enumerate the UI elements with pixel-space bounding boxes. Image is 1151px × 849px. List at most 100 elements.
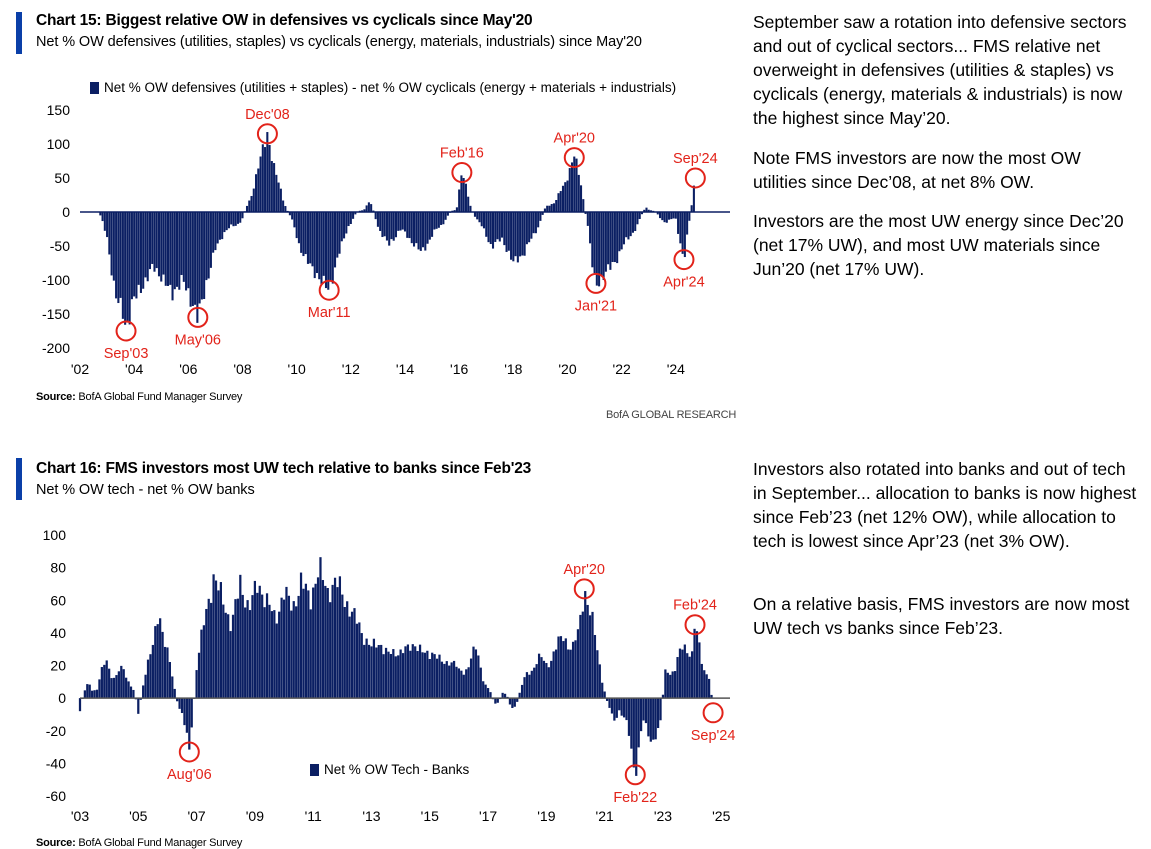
data-bar xyxy=(703,670,705,698)
data-bar xyxy=(431,653,433,698)
data-bar xyxy=(300,573,302,699)
data-bar xyxy=(675,212,677,219)
data-bar xyxy=(672,671,674,698)
data-bar xyxy=(332,212,334,284)
data-bar xyxy=(467,197,469,212)
data-bar xyxy=(253,189,255,212)
data-bar xyxy=(481,212,483,226)
data-bar xyxy=(706,674,708,698)
data-bar xyxy=(154,626,156,698)
data-bar xyxy=(613,698,615,720)
data-bar xyxy=(420,212,422,251)
x-tick-label: '13 xyxy=(362,808,380,824)
source-note: Source: BofA Global Fund Manager Survey xyxy=(36,837,242,849)
data-bar xyxy=(203,212,205,299)
data-bar xyxy=(329,602,331,698)
data-bar xyxy=(604,692,606,699)
data-bar xyxy=(519,693,521,698)
data-bar xyxy=(235,212,237,226)
data-bar xyxy=(248,201,250,212)
data-bar xyxy=(579,615,581,698)
data-bar xyxy=(632,212,634,233)
data-bar xyxy=(409,651,411,698)
data-bar xyxy=(691,651,693,698)
data-bar xyxy=(142,685,144,698)
data-bar xyxy=(201,212,203,299)
data-bar xyxy=(157,624,159,698)
data-bar xyxy=(676,657,678,698)
data-bar xyxy=(443,664,445,698)
data-bar xyxy=(93,690,95,698)
data-bar xyxy=(436,659,438,698)
data-bar xyxy=(599,664,601,698)
data-bar xyxy=(171,676,173,698)
data-bar xyxy=(609,212,611,270)
y-tick-label: 0 xyxy=(58,690,66,706)
data-bar xyxy=(276,624,278,699)
data-bar xyxy=(152,645,154,698)
data-bar xyxy=(190,212,192,307)
data-bar xyxy=(368,202,370,212)
data-bar xyxy=(589,615,591,698)
data-bar xyxy=(242,595,244,698)
data-bar xyxy=(230,212,232,224)
data-bar xyxy=(237,212,239,224)
annotation-label: Feb'22 xyxy=(613,790,657,806)
data-bar xyxy=(668,212,670,220)
commentary-paragraph: Note FMS investors are now the most OW u… xyxy=(753,146,1138,194)
annotation-label: Sep'24 xyxy=(691,728,736,744)
data-bar xyxy=(411,212,413,243)
title-accent-bar xyxy=(16,12,22,54)
x-tick-label: '04 xyxy=(125,361,143,377)
data-bar xyxy=(517,212,519,262)
data-bar xyxy=(135,212,137,298)
data-bar xyxy=(149,654,151,698)
data-bar xyxy=(548,206,550,212)
data-bar xyxy=(659,212,661,218)
data-bar xyxy=(320,212,322,284)
data-bar xyxy=(393,212,395,241)
data-bar xyxy=(366,205,368,212)
data-bar xyxy=(259,586,261,698)
data-bar xyxy=(264,147,266,212)
data-bar xyxy=(217,590,219,698)
data-bar xyxy=(356,624,358,698)
data-bar xyxy=(555,650,557,699)
y-tick-label: 60 xyxy=(50,592,66,608)
data-bar xyxy=(506,212,508,252)
x-tick-label: '22 xyxy=(613,361,631,377)
data-bar xyxy=(436,212,438,229)
data-bar xyxy=(118,671,120,698)
chart-15-svg: 150100500-50-100-150-200'02'04'06'08'10'… xyxy=(0,60,740,390)
data-bar xyxy=(244,607,246,698)
data-bar xyxy=(386,212,388,241)
data-bar xyxy=(348,212,350,226)
data-bar xyxy=(241,212,243,218)
data-bar xyxy=(693,186,695,212)
data-bar xyxy=(162,212,164,275)
data-bar xyxy=(582,612,584,699)
data-bar xyxy=(223,212,225,232)
x-tick-label: '05 xyxy=(129,808,147,824)
data-bar xyxy=(667,673,669,698)
data-bar xyxy=(453,661,455,698)
data-bar xyxy=(309,212,311,263)
data-bar xyxy=(616,212,618,263)
data-bar xyxy=(122,212,124,319)
data-bar xyxy=(249,610,251,698)
data-bar xyxy=(618,212,620,251)
data-bar xyxy=(275,175,277,212)
data-bar xyxy=(268,605,270,698)
data-bar xyxy=(181,212,183,275)
data-bar xyxy=(521,212,523,255)
data-bar xyxy=(446,661,448,698)
data-bar xyxy=(323,212,325,276)
data-bar xyxy=(472,647,474,698)
data-bar xyxy=(553,651,555,698)
data-bar xyxy=(639,212,641,219)
data-bar xyxy=(508,212,510,251)
x-tick-label: '15 xyxy=(421,808,439,824)
data-bar xyxy=(194,212,196,305)
data-bar xyxy=(448,666,450,699)
data-bar xyxy=(161,632,163,698)
